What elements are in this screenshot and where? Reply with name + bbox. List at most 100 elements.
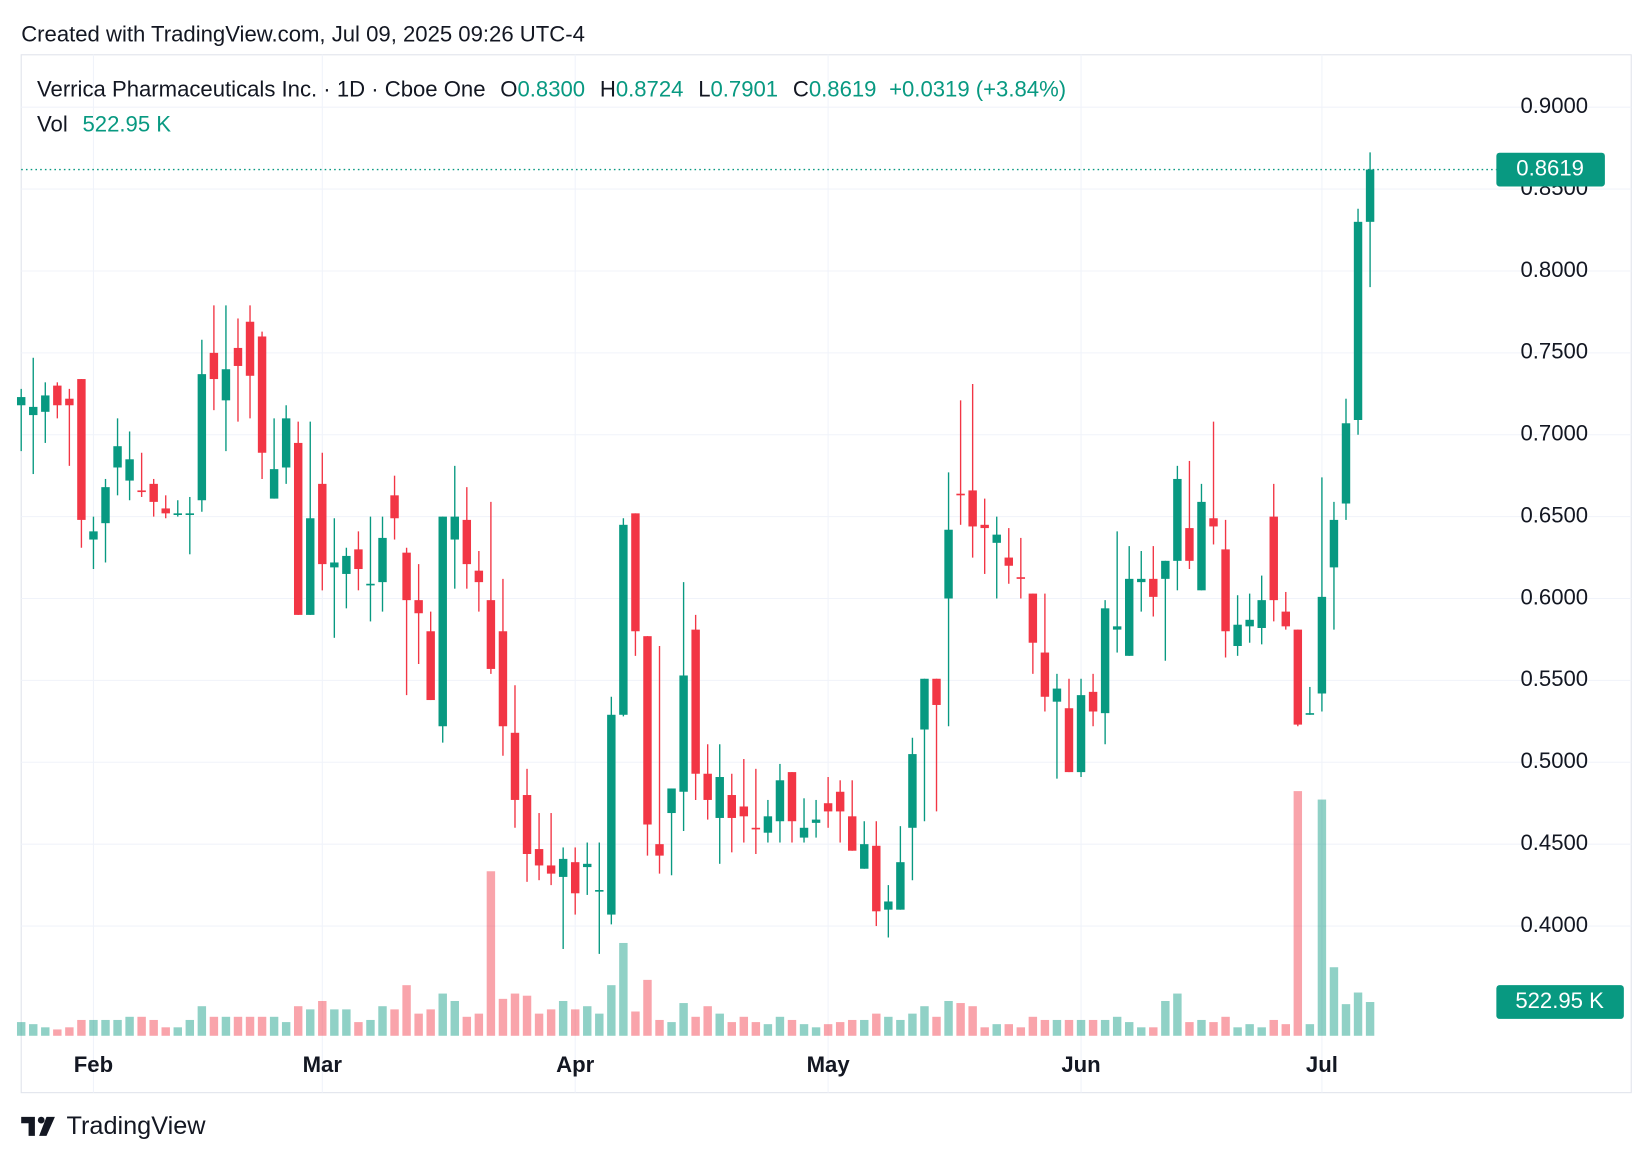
volume-bar xyxy=(366,1019,375,1036)
volume-bar xyxy=(498,998,508,1036)
volume-bar xyxy=(715,1013,724,1036)
candle-body xyxy=(1052,688,1062,702)
candle-body xyxy=(486,600,496,669)
candle-body xyxy=(1185,528,1194,561)
created-note: Created with TradingView.com, Jul 09, 20… xyxy=(21,22,585,47)
candle-body xyxy=(1245,619,1254,627)
candle-body xyxy=(1137,578,1146,583)
volume-bar xyxy=(763,1024,773,1036)
ohlc-value: 0.8300 xyxy=(517,76,585,101)
candle-body xyxy=(920,678,929,730)
volume-bar xyxy=(1100,1019,1110,1036)
volume-bar xyxy=(257,1016,267,1036)
candle-body xyxy=(306,518,315,615)
candle-body xyxy=(125,459,134,481)
volume-bar xyxy=(920,1006,929,1036)
volume-bar xyxy=(558,1000,568,1036)
candle-body xyxy=(101,487,110,524)
candle-body xyxy=(751,827,761,830)
ohlc-value: 0.7901 xyxy=(710,76,778,101)
candle-body xyxy=(1329,519,1339,568)
symbol-title: Verrica Pharmaceuticals Inc. · 1D · Cboe… xyxy=(37,76,486,101)
candle-body xyxy=(77,379,86,520)
candle-body xyxy=(1004,557,1013,566)
volume-bar xyxy=(209,1016,219,1036)
volume-bar xyxy=(739,1016,749,1036)
volume-bar xyxy=(1004,1024,1013,1036)
candle-body xyxy=(715,777,724,818)
volume-bar xyxy=(197,1006,207,1036)
candle-body xyxy=(113,446,122,468)
volume-bar xyxy=(956,1003,965,1036)
candle-body xyxy=(787,772,797,822)
candle-body xyxy=(378,537,387,583)
volume-bar xyxy=(1088,1019,1098,1036)
ohlc-key: C xyxy=(793,76,809,101)
x-tick-label: Apr xyxy=(556,1052,594,1077)
candle-body xyxy=(583,863,592,868)
ohlc-key: H xyxy=(600,76,616,101)
volume-bar xyxy=(992,1024,1001,1036)
volume-bar xyxy=(149,1019,158,1036)
volume-legend: Vol 522.95 K xyxy=(37,111,171,136)
volume-bar xyxy=(414,1013,423,1036)
candle-body xyxy=(197,374,207,501)
volume-bar xyxy=(835,1022,845,1036)
candle-body xyxy=(510,732,520,800)
volume-bar xyxy=(1341,1004,1351,1036)
volume-bar xyxy=(1305,1024,1315,1036)
candle-body xyxy=(281,418,291,468)
candle-body xyxy=(1016,577,1026,579)
ohlc-value: 0.8724 xyxy=(616,76,684,101)
candle-body xyxy=(570,862,580,894)
volume-bar xyxy=(89,1019,98,1036)
candle-body xyxy=(703,773,712,800)
brand-logo xyxy=(21,1116,55,1136)
legend: Verrica Pharmaceuticals Inc. · 1D · Cboe… xyxy=(37,76,1066,101)
volume-bar xyxy=(847,1019,857,1036)
volume-bar xyxy=(41,1027,50,1036)
candle-body xyxy=(1197,501,1206,591)
candle-body xyxy=(619,524,628,715)
y-tick-label: 0.6000 xyxy=(1520,584,1588,609)
volume-bar xyxy=(570,1009,580,1036)
volume-bar xyxy=(1197,1019,1206,1036)
x-tick-label: May xyxy=(807,1052,851,1077)
volume-bar xyxy=(1112,1016,1122,1036)
last-price-label: 0.8619 xyxy=(1516,155,1584,180)
volume-bar xyxy=(811,1027,821,1036)
volume-bar xyxy=(1269,1019,1278,1036)
volume-bar xyxy=(101,1019,110,1036)
candle-body xyxy=(860,844,869,869)
volume-bar xyxy=(426,1009,435,1036)
volume-bar xyxy=(462,1016,472,1036)
candle-body xyxy=(823,803,833,812)
candle-body xyxy=(811,819,821,823)
candle-body xyxy=(655,844,664,856)
candle-body xyxy=(956,493,965,496)
volume-bar xyxy=(474,1013,484,1036)
volume-bar xyxy=(546,1009,556,1036)
volume-tag-label: 522.95 K xyxy=(1515,988,1604,1013)
volume-bar xyxy=(799,1024,809,1036)
volume-bar xyxy=(1161,1000,1170,1036)
volume-bar xyxy=(1040,1019,1050,1036)
candle-body xyxy=(847,816,857,851)
volume-value: 522.95 K xyxy=(83,111,172,136)
candle-body xyxy=(89,531,98,540)
candle-body xyxy=(992,534,1001,543)
volume-bar xyxy=(378,1006,387,1036)
candle-body xyxy=(185,513,195,515)
candle-body xyxy=(908,754,917,828)
volume-bar xyxy=(245,1016,255,1036)
x-tick-label: Feb xyxy=(74,1052,113,1077)
candle-body xyxy=(41,395,50,412)
candle-body xyxy=(1269,516,1278,601)
candle-body xyxy=(1040,652,1050,697)
volume-bar xyxy=(583,1006,592,1036)
volume-bar xyxy=(354,1022,363,1036)
volume-bar xyxy=(65,1027,74,1036)
volume-bar xyxy=(233,1016,243,1036)
y-tick-label: 0.8000 xyxy=(1520,257,1588,282)
candle-body xyxy=(835,791,845,812)
